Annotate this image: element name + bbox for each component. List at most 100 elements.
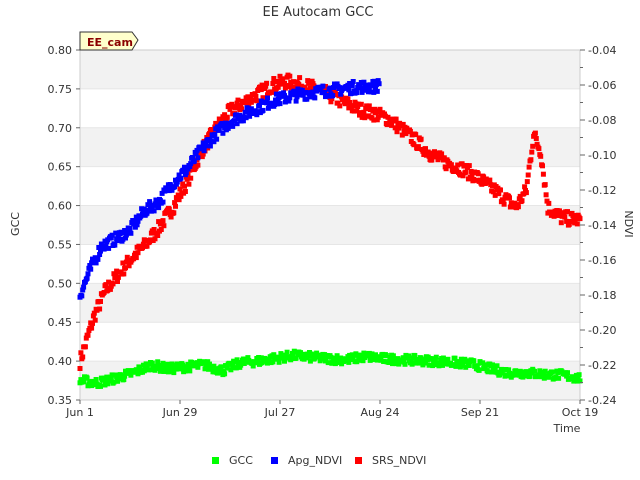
data-point: [392, 125, 398, 131]
data-point: [457, 359, 462, 365]
left-axis-title: GCC: [9, 212, 22, 236]
data-point: [312, 95, 318, 101]
data-point: [348, 90, 354, 96]
right-tick-label: -0.18: [588, 289, 616, 302]
data-point: [234, 357, 240, 363]
data-point: [354, 90, 360, 96]
data-point: [115, 274, 121, 280]
data-point: [439, 151, 445, 157]
data-point: [461, 163, 467, 169]
data-point: [82, 279, 88, 285]
data-point: [286, 98, 292, 104]
data-point: [248, 95, 253, 101]
data-point: [244, 100, 250, 106]
legend-item-srs-ndvi: SRS_NDVI: [355, 454, 426, 467]
data-point: [423, 146, 428, 152]
data-point: [497, 372, 503, 378]
legend-label: Apg_NDVI: [288, 454, 342, 467]
data-point: [443, 166, 449, 172]
data-point: [134, 367, 140, 373]
data-point: [445, 356, 451, 362]
x-tick-label: Jul 27: [264, 406, 296, 419]
data-point: [387, 116, 393, 122]
data-point: [359, 89, 365, 95]
data-point: [132, 250, 138, 256]
data-point: [198, 149, 204, 154]
data-point: [187, 368, 193, 374]
right-tick-label: -0.04: [588, 44, 616, 57]
data-point: [526, 164, 532, 170]
data-point: [323, 84, 328, 89]
data-point: [477, 177, 483, 183]
data-point: [373, 352, 378, 358]
data-point: [121, 271, 127, 277]
data-point: [523, 190, 529, 196]
data-point: [283, 83, 289, 88]
data-point: [84, 375, 90, 381]
x-tick-label: Sep 21: [461, 406, 499, 419]
data-point: [332, 89, 338, 95]
data-point: [522, 184, 528, 190]
x-tick-label: Oct 19: [562, 406, 599, 419]
legend-swatch: [212, 457, 219, 464]
data-point: [471, 358, 477, 364]
data-point: [332, 355, 337, 361]
data-point: [238, 102, 244, 108]
data-point: [364, 103, 370, 109]
data-point: [557, 208, 562, 214]
data-point: [254, 98, 260, 104]
data-point: [337, 103, 343, 109]
legend-swatch: [355, 457, 362, 464]
data-point: [97, 306, 103, 312]
data-point: [213, 366, 219, 372]
data-point: [186, 181, 192, 187]
data-point: [273, 97, 278, 103]
data-point: [160, 360, 166, 366]
data-point: [122, 228, 128, 233]
data-point: [234, 121, 240, 127]
data-point: [131, 256, 137, 262]
data-point: [258, 87, 264, 93]
data-point: [520, 374, 526, 380]
data-point: [296, 82, 302, 88]
data-point: [366, 103, 372, 109]
data-point: [90, 320, 95, 326]
data-point: [455, 162, 461, 168]
left-axis-ticks: 0.35 0.40 0.45 0.50 0.55 0.60 0.65 0.70 0.75 0.80: [48, 44, 80, 407]
data-point: [175, 192, 181, 198]
data-point: [276, 359, 282, 365]
badge: EE_cam: [79, 31, 139, 51]
data-point: [243, 115, 249, 121]
data-point: [527, 373, 533, 379]
data-point: [234, 100, 240, 106]
data-point: [483, 362, 489, 368]
data-point: [409, 361, 415, 367]
data-point: [133, 255, 139, 261]
data-point: [147, 199, 153, 205]
data-point: [366, 350, 372, 356]
data-point: [537, 368, 543, 374]
data-point: [172, 362, 178, 368]
data-point: [500, 198, 506, 204]
data-point: [215, 124, 220, 130]
data-point: [538, 153, 544, 159]
data-point: [88, 266, 94, 272]
data-point: [546, 374, 552, 380]
data-point: [530, 143, 536, 149]
data-point: [212, 131, 218, 137]
data-point: [301, 356, 307, 362]
data-point: [457, 172, 463, 178]
data-point: [365, 113, 371, 119]
data-point: [134, 222, 140, 228]
data-point: [166, 188, 172, 194]
data-point: [525, 172, 531, 178]
data-point: [111, 379, 117, 385]
data-point: [106, 245, 112, 251]
data-point: [151, 227, 157, 232]
data-point: [113, 230, 119, 236]
data-point: [176, 172, 182, 178]
data-point: [91, 310, 97, 316]
data-point: [85, 271, 91, 277]
data-point: [203, 143, 209, 148]
data-point: [230, 123, 236, 129]
